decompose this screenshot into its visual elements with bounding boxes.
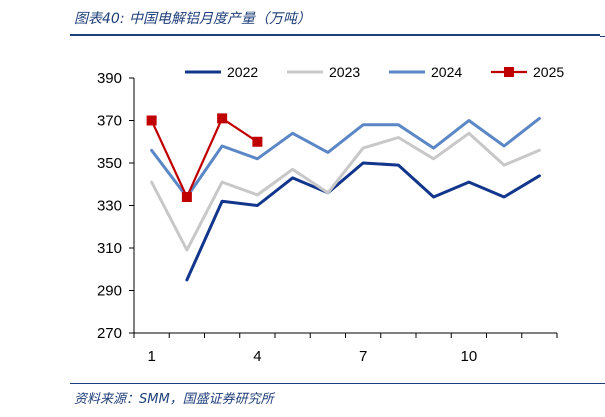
x-tick-label: 4: [253, 348, 261, 365]
bottom-rule: [70, 383, 600, 384]
data-point-2025: [217, 113, 228, 124]
legend: 2022 2023 2024 2025: [185, 64, 564, 80]
y-tick-label: 330: [97, 198, 122, 215]
series-line-2023: [150, 131, 541, 252]
legend-label-2024: 2024: [431, 64, 462, 80]
y-tick-label: 290: [97, 283, 122, 300]
figure-title: 图表40: 中国电解铝月度产量（万吨）: [74, 11, 311, 27]
y-tick-label: 270: [97, 325, 122, 342]
x-tick-label: 1: [147, 348, 155, 365]
top-rule-tail: [600, 36, 605, 37]
y-tick-label: 370: [97, 113, 122, 130]
series-line-2024: [150, 116, 541, 199]
data-point-2025: [252, 136, 263, 147]
y-tick-label: 310: [97, 240, 122, 257]
series-lines: [146, 113, 541, 282]
x-tick-label: 7: [359, 348, 367, 365]
series-line-2022: [185, 161, 541, 282]
data-point-2025: [181, 192, 192, 202]
y-tick-label: 390: [97, 70, 122, 87]
series-line-2025: [150, 117, 259, 199]
axes: 270 290 310 330 350 370 390 1 4 7 10: [97, 70, 558, 365]
top-rule: [70, 34, 600, 36]
legend-label-2022: 2022: [227, 64, 258, 80]
legend-marker-2025: [504, 67, 514, 77]
legend-label-2023: 2023: [329, 64, 360, 80]
x-tick-label: 10: [461, 348, 478, 365]
y-tick-label: 350: [97, 155, 122, 172]
source-note: 资料来源：SMM，国盛证券研究所: [74, 392, 274, 407]
bottom-rule-tail: [600, 383, 605, 384]
legend-label-2025: 2025: [533, 64, 564, 80]
data-point-2025: [146, 115, 157, 126]
